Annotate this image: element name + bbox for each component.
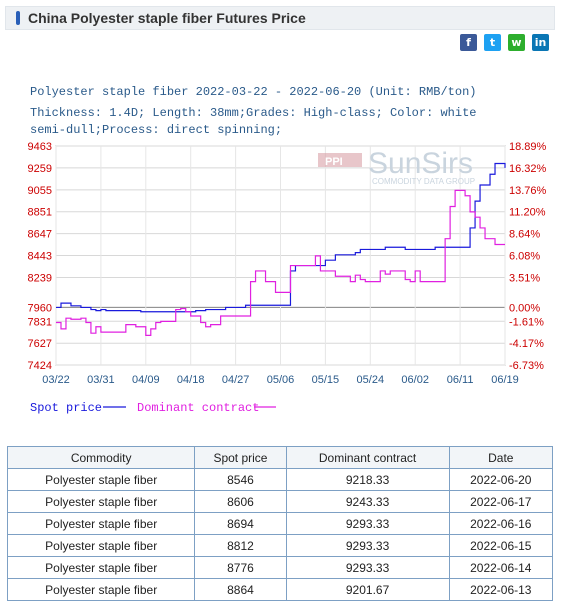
- y-axis-left: 9463 9259 9055 8851 8647 8443 8239 7960 7831 7627…: [28, 141, 52, 372]
- cell-commodity: Polyester staple fiber: [6, 534, 196, 557]
- x-tick-label: 04/18: [177, 374, 205, 386]
- cell-spot-price: 8606: [194, 490, 287, 513]
- chart-subtitle-1: Thickness: 1.4D; Length: 38mm;Grades: Hi…: [30, 106, 476, 120]
- x-tick-label: 05/06: [267, 374, 295, 386]
- y-right-tick-label: 8.64%: [509, 229, 540, 241]
- legend-dominant-label: Dominant contract: [137, 401, 259, 415]
- x-axis: 03/22 03/31 04/09 04/18 04/27 05/06 05/15 05/24…: [42, 374, 519, 386]
- header-date: Date: [448, 446, 554, 469]
- cell-commodity: Polyester staple fiber: [6, 512, 196, 535]
- cell-date: 2022-06-17: [448, 490, 554, 513]
- cell-dominant-contract: 9243.33: [285, 490, 450, 513]
- y-right-tick-label: 13.76%: [509, 185, 547, 197]
- facebook-icon[interactable]: f: [460, 34, 477, 51]
- cell-dominant-contract: 9293.33: [285, 534, 450, 557]
- title-marker: [16, 11, 20, 25]
- wechat-icon[interactable]: w: [508, 34, 525, 51]
- y-right-tick-label: 6.08%: [509, 251, 540, 263]
- legend-spot-label: Spot price: [30, 401, 102, 415]
- chart-title: Polyester staple fiber 2022-03-22 - 2022…: [30, 85, 476, 99]
- y-right-tick-label: 0.00%: [509, 302, 540, 314]
- x-tick-label: 03/22: [42, 374, 70, 386]
- chart-grid: [55, 145, 506, 366]
- cell-commodity: Polyester staple fiber: [6, 578, 196, 601]
- table-row: Polyester staple fiber 8546 9218.33 2022…: [6, 468, 554, 491]
- header-dominant-contract: Dominant contract: [285, 446, 450, 469]
- cell-spot-price: 8694: [194, 512, 287, 535]
- y-left-tick-label: 8647: [28, 229, 52, 241]
- cell-date: 2022-06-16: [448, 512, 554, 535]
- y-right-tick-label: -4.17%: [509, 338, 544, 350]
- y-axis-right: 18.89% 16.32% 13.76% 11.20% 8.64% 6.08% 3.51% 0…: [509, 141, 547, 372]
- watermark-logo: PPI SunSirs COMMODITY DATA GROUP: [318, 147, 475, 186]
- x-tick-label: 05/24: [357, 374, 385, 386]
- cell-commodity: Polyester staple fiber: [6, 556, 196, 579]
- page-title: China Polyester staple fiber Futures Pri…: [28, 10, 306, 26]
- y-right-tick-label: 3.51%: [509, 272, 540, 284]
- y-left-tick-label: 8239: [28, 272, 52, 284]
- dominant-contract-line: [56, 189, 505, 336]
- x-tick-label: 06/02: [401, 374, 429, 386]
- y-left-tick-label: 9463: [28, 141, 52, 153]
- y-left-tick-label: 7831: [28, 316, 52, 328]
- x-tick-label: 05/15: [312, 374, 340, 386]
- spot-price-line: [56, 162, 506, 313]
- y-right-tick-label: -1.61%: [509, 316, 544, 328]
- x-tick-label: 06/11: [447, 374, 474, 386]
- cell-spot-price: 8864: [194, 578, 287, 601]
- y-right-tick-label: 11.20%: [509, 207, 546, 219]
- x-tick-label: 04/09: [132, 374, 160, 386]
- linkedin-icon[interactable]: in: [532, 34, 549, 51]
- chart-svg: Polyester staple fiber 2022-03-22 - 2022…: [28, 85, 547, 415]
- cell-dominant-contract: 9293.33: [285, 512, 450, 535]
- cell-dominant-contract: 9201.67: [285, 578, 450, 601]
- table-row: Polyester staple fiber 8812 9293.33 2022…: [6, 534, 554, 557]
- header-commodity: Commodity: [6, 446, 196, 469]
- header-spot-price: Spot price: [194, 446, 287, 469]
- table-row: Polyester staple fiber 8776 9293.33 2022…: [6, 556, 554, 579]
- table-row: Polyester staple fiber 8694 9293.33 2022…: [6, 512, 554, 535]
- svg-text:PPI: PPI: [325, 156, 343, 168]
- y-left-tick-label: 8851: [28, 207, 52, 219]
- cell-commodity: Polyester staple fiber: [6, 468, 196, 491]
- chart-subtitle-2: semi-dull;Process: direct spinning;: [30, 123, 282, 137]
- price-table: Commodity Spot price Dominant contract D…: [6, 446, 554, 601]
- cell-spot-price: 8776: [194, 556, 287, 579]
- table-row: Polyester staple fiber 8864 9201.67 2022…: [6, 578, 554, 601]
- cell-date: 2022-06-20: [448, 468, 554, 491]
- watermark-subtext: COMMODITY DATA GROUP: [372, 177, 475, 186]
- cell-date: 2022-06-14: [448, 556, 554, 579]
- y-left-tick-label: 7960: [28, 302, 52, 314]
- x-tick-label: 04/27: [222, 374, 250, 386]
- cell-dominant-contract: 9293.33: [285, 556, 450, 579]
- cell-dominant-contract: 9218.33: [285, 468, 450, 491]
- y-left-tick-label: 8443: [28, 251, 52, 263]
- y-left-tick-label: 7424: [28, 360, 52, 372]
- watermark-text: SunSirs: [368, 147, 473, 180]
- title-bar: China Polyester staple fiber Futures Pri…: [5, 6, 555, 30]
- table-row: Polyester staple fiber 8606 9243.33 2022…: [6, 490, 554, 513]
- x-tick-label: 03/31: [87, 374, 115, 386]
- share-bar: f t w in: [460, 34, 549, 51]
- legend: Spot price Dominant contract: [30, 401, 276, 415]
- x-tick-label: 06/19: [491, 374, 519, 386]
- cell-commodity: Polyester staple fiber: [6, 490, 196, 513]
- y-left-tick-label: 9259: [28, 163, 52, 175]
- cell-spot-price: 8812: [194, 534, 287, 557]
- cell-spot-price: 8546: [194, 468, 287, 491]
- y-right-tick-label: 18.89%: [509, 141, 547, 153]
- cell-date: 2022-06-15: [448, 534, 554, 557]
- cell-date: 2022-06-13: [448, 578, 554, 601]
- price-chart: Polyester staple fiber 2022-03-22 - 2022…: [0, 60, 561, 425]
- y-left-tick-label: 7627: [28, 338, 52, 350]
- y-left-tick-label: 9055: [28, 185, 52, 197]
- y-right-tick-label: 16.32%: [509, 163, 547, 175]
- y-right-tick-label: -6.73%: [509, 360, 544, 372]
- twitter-icon[interactable]: t: [484, 34, 501, 51]
- table-header-row: Commodity Spot price Dominant contract D…: [6, 446, 554, 469]
